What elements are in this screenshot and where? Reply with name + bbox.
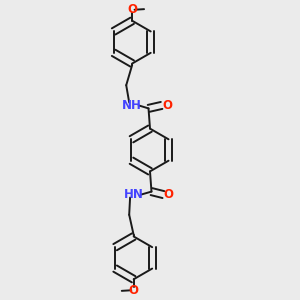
Text: HN: HN <box>124 188 144 201</box>
Text: O: O <box>162 99 172 112</box>
Text: O: O <box>129 284 139 297</box>
Text: O: O <box>164 188 174 201</box>
Text: O: O <box>127 3 137 16</box>
Text: NH: NH <box>122 99 142 112</box>
